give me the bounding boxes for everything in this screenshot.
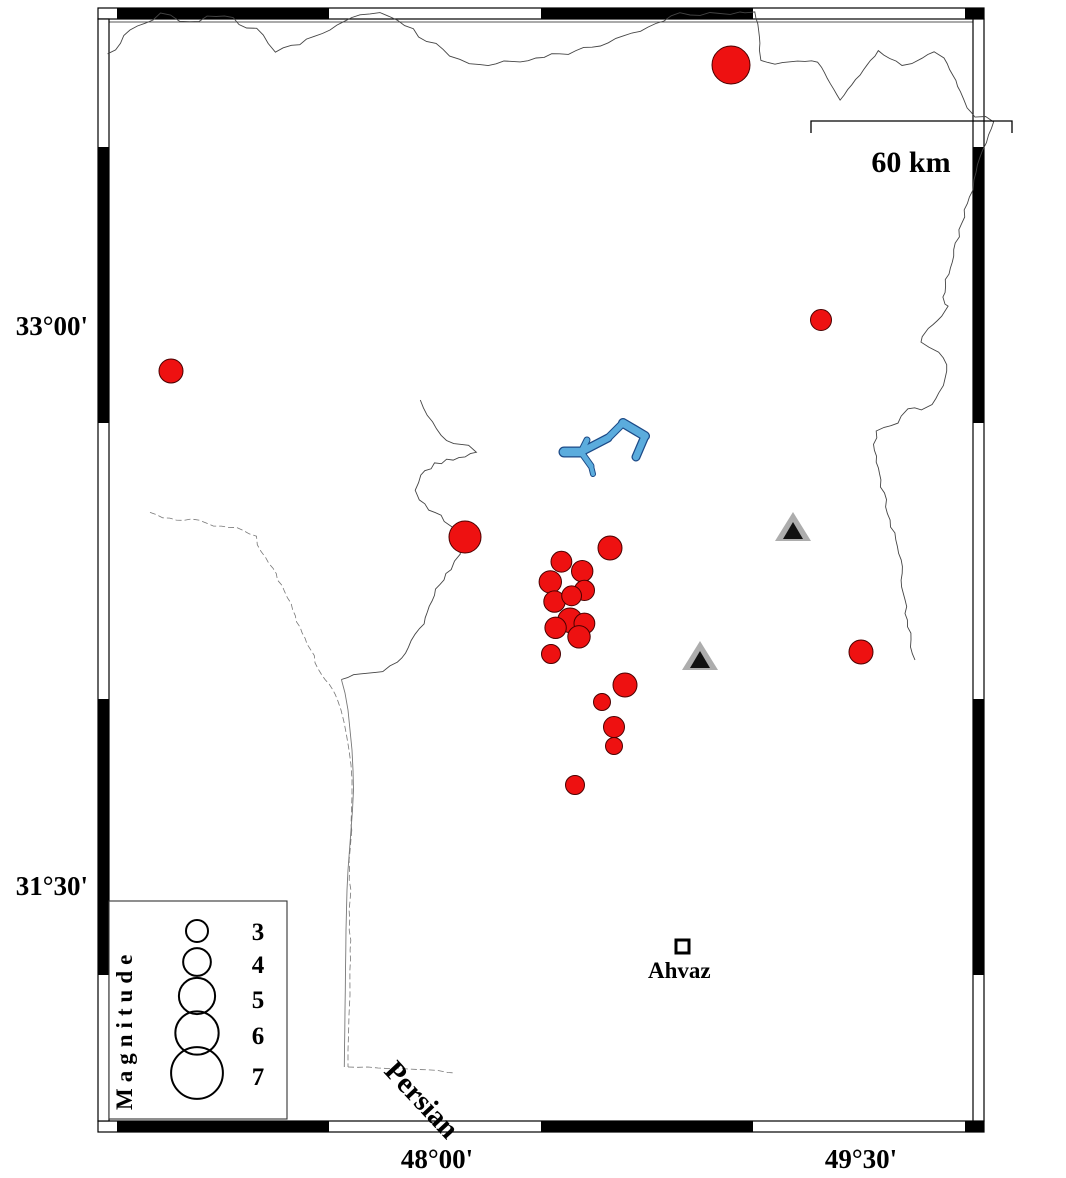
svg-text:Magnitude: Magnitude bbox=[112, 949, 137, 1110]
svg-text:6: 6 bbox=[252, 1023, 265, 1050]
svg-text:60 km: 60 km bbox=[871, 146, 950, 179]
svg-text:4: 4 bbox=[252, 952, 265, 979]
svg-text:5: 5 bbox=[252, 987, 265, 1014]
svg-text:31°30': 31°30' bbox=[16, 871, 88, 901]
svg-text:Ahvaz: Ahvaz bbox=[648, 958, 711, 983]
svg-text:3: 3 bbox=[252, 919, 265, 946]
svg-text:7: 7 bbox=[252, 1064, 265, 1091]
svg-text:48°00': 48°00' bbox=[401, 1144, 473, 1173]
svg-text:33°00': 33°00' bbox=[16, 311, 88, 341]
svg-text:49°30': 49°30' bbox=[825, 1144, 897, 1173]
